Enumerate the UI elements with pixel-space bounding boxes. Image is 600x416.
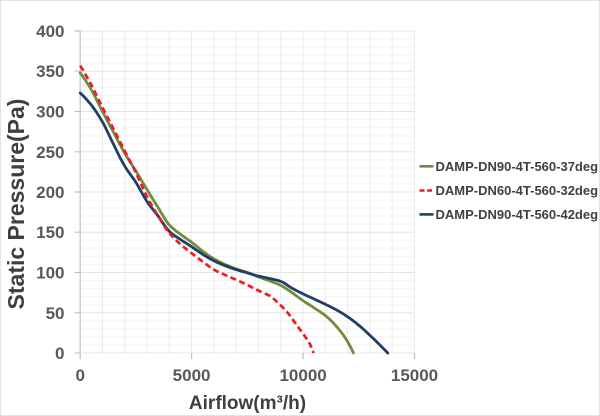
svg-text:100: 100 <box>36 264 64 283</box>
svg-text:Airflow(m³/h): Airflow(m³/h) <box>189 393 306 414</box>
svg-text:10000: 10000 <box>279 366 326 385</box>
svg-text:0: 0 <box>75 366 84 385</box>
svg-text:Static Pressure(Pa): Static Pressure(Pa) <box>3 99 29 310</box>
svg-text:300: 300 <box>36 103 64 122</box>
svg-text:150: 150 <box>36 223 64 242</box>
svg-text:0: 0 <box>55 344 64 363</box>
svg-text:DAMP-DN90-4T-560-37deg: DAMP-DN90-4T-560-37deg <box>436 159 599 174</box>
svg-text:350: 350 <box>36 62 64 81</box>
svg-text:250: 250 <box>36 143 64 162</box>
svg-text:50: 50 <box>46 304 65 323</box>
svg-text:15000: 15000 <box>391 366 438 385</box>
svg-text:400: 400 <box>36 22 64 41</box>
svg-text:5000: 5000 <box>173 366 211 385</box>
svg-text:DAMP-DN60-4T-560-32deg: DAMP-DN60-4T-560-32deg <box>436 183 599 198</box>
svg-text:DAMP-DN90-4T-560-42deg: DAMP-DN90-4T-560-42deg <box>436 207 599 222</box>
svg-text:200: 200 <box>36 183 64 202</box>
